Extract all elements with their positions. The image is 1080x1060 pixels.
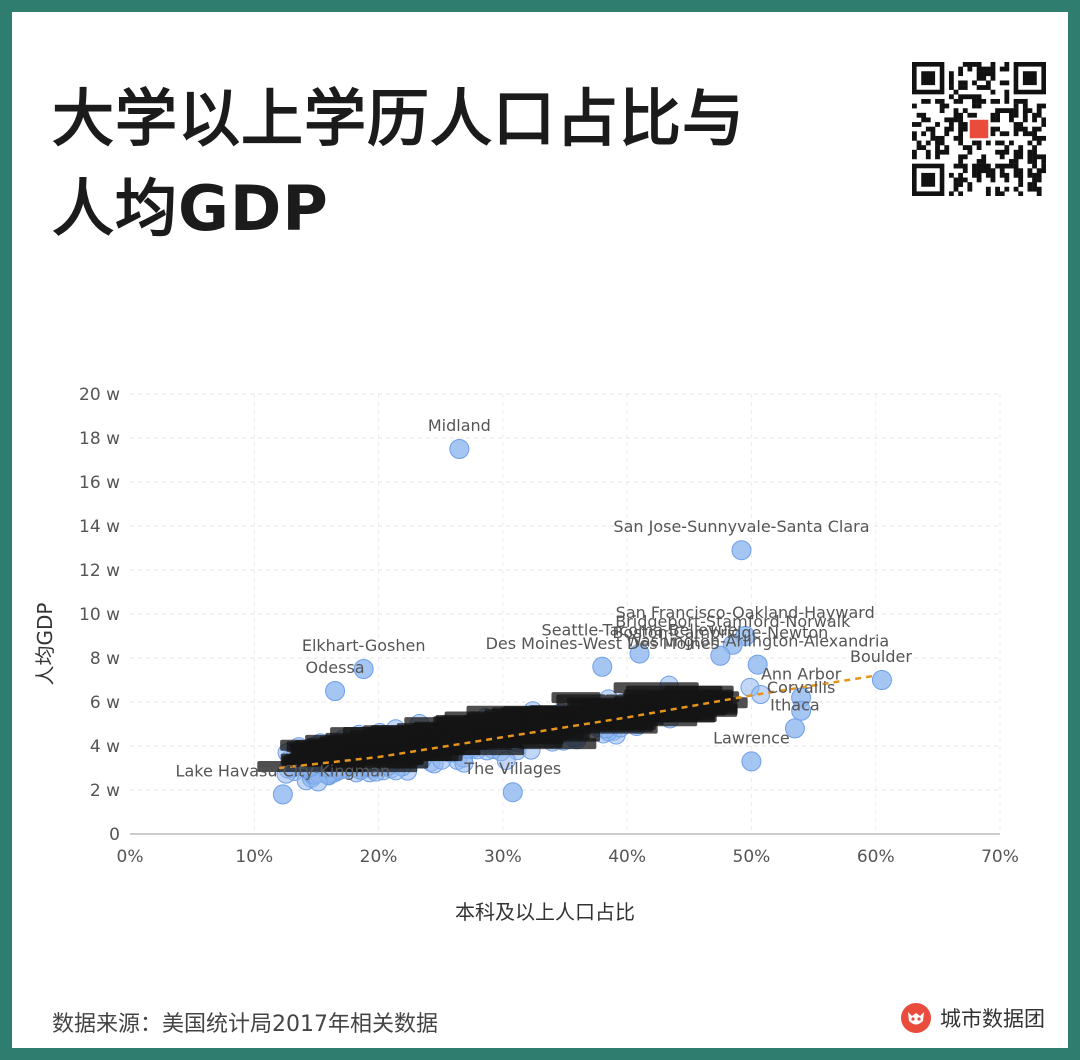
x-tick-label: 30% bbox=[484, 847, 522, 867]
x-tick-label: 20% bbox=[360, 847, 398, 867]
point-label: Odessa bbox=[306, 658, 365, 677]
point-label: San Jose-Sunnyvale-Santa Clara bbox=[613, 517, 869, 536]
labeled-data-point bbox=[325, 681, 346, 701]
point-label: Elkhart-Goshen bbox=[302, 636, 426, 655]
point-label: Corvallis bbox=[767, 678, 835, 697]
title-line-2: 人均GDP bbox=[52, 172, 329, 245]
qr-code-icon bbox=[912, 62, 1046, 196]
label-clutter-block bbox=[611, 716, 653, 728]
y-tick-label: 4 w bbox=[90, 737, 120, 757]
y-tick-label: 0 bbox=[109, 825, 120, 845]
label-clutter-block bbox=[412, 726, 480, 738]
x-axis-title: 本科及以上人口占比 bbox=[455, 900, 635, 924]
point-label: The Villages bbox=[463, 759, 561, 778]
brand-fox-icon bbox=[901, 1003, 931, 1033]
point-label: Des Moines-West Des Moines bbox=[486, 634, 719, 653]
page-title: 大学以上学历人口占比与 人均GDP bbox=[52, 74, 745, 254]
labeled-data-point bbox=[502, 782, 523, 803]
y-tick-label: 8 w bbox=[90, 649, 120, 669]
y-tick-label: 2 w bbox=[90, 781, 120, 801]
y-tick-label: 10 w bbox=[79, 605, 120, 625]
label-clutter bbox=[257, 682, 748, 773]
labeled-data-point bbox=[784, 718, 805, 739]
y-tick-label: 18 w bbox=[79, 429, 120, 449]
labeled-data-point bbox=[353, 659, 374, 679]
x-tick-label: 40% bbox=[608, 847, 646, 867]
x-tick-label: 70% bbox=[981, 847, 1019, 867]
y-tick-label: 20 w bbox=[79, 385, 120, 405]
point-label: San Francisco-Oakland-Hayward bbox=[616, 603, 875, 622]
labeled-data-point bbox=[747, 654, 768, 675]
point-label: Boston-Cambridge-Newton bbox=[612, 623, 828, 642]
x-tick-label: 10% bbox=[235, 847, 273, 867]
labeled-data-point bbox=[871, 670, 892, 690]
x-tick-label: 50% bbox=[733, 847, 771, 867]
brand-name: 城市数据团 bbox=[940, 1007, 1045, 1031]
title-line-1: 大学以上学历人口占比与 bbox=[52, 82, 746, 155]
labeled-data-point bbox=[741, 751, 762, 772]
point-label: Ann Arbor bbox=[761, 665, 842, 684]
y-axis-title: 人均GDP bbox=[33, 603, 57, 686]
point-label: Midland bbox=[428, 416, 491, 435]
labeled-data-point bbox=[791, 700, 812, 721]
point-label: Seattle-Tacoma-Bellevue bbox=[542, 621, 738, 640]
x-tick-label: 60% bbox=[857, 847, 895, 867]
point-label: Washington-Arlington-Alexandria bbox=[626, 632, 889, 651]
labeled-data-point bbox=[629, 643, 650, 664]
point-label: Boulder bbox=[850, 647, 912, 666]
trend-line bbox=[279, 674, 876, 770]
y-tick-label: 6 w bbox=[90, 693, 120, 713]
data-source: 数据来源：美国统计局2017年相关数据 bbox=[52, 1012, 438, 1037]
point-label: Bridgeport-Stamford-Norwalk bbox=[615, 612, 851, 631]
label-clutter-block bbox=[330, 727, 393, 739]
point-label: Ithaca bbox=[770, 695, 820, 714]
brand-logo: 城市数据团 bbox=[900, 1002, 1045, 1034]
label-clutter-block bbox=[613, 682, 699, 694]
y-tick-label: 12 w bbox=[79, 561, 120, 581]
point-label: Lake Havasu City-Kingman bbox=[176, 761, 391, 780]
labeled-data-point bbox=[710, 645, 731, 666]
point-label: Lawrence bbox=[713, 728, 790, 747]
labeled-data-point bbox=[449, 439, 470, 459]
labeled-data-point bbox=[731, 540, 752, 561]
y-tick-label: 16 w bbox=[79, 473, 120, 493]
labeled-data-point bbox=[592, 656, 613, 677]
label-clutter-block bbox=[520, 715, 618, 727]
scatter-chart: 0 2 w 4 w 6 w 8 w 10 w 12 w 14 w 16 w 18 w 20 w 0% 1… bbox=[33, 385, 1019, 924]
x-tick-label: 0% bbox=[117, 847, 144, 867]
infographic-card: 大学以上学历人口占比与 人均GDP 0 2 w 4 w 6 w 8 w 10 w 12 w 1… bbox=[12, 12, 1068, 1048]
y-tick-label: 14 w bbox=[79, 517, 120, 537]
labeled-data-point bbox=[272, 784, 293, 805]
